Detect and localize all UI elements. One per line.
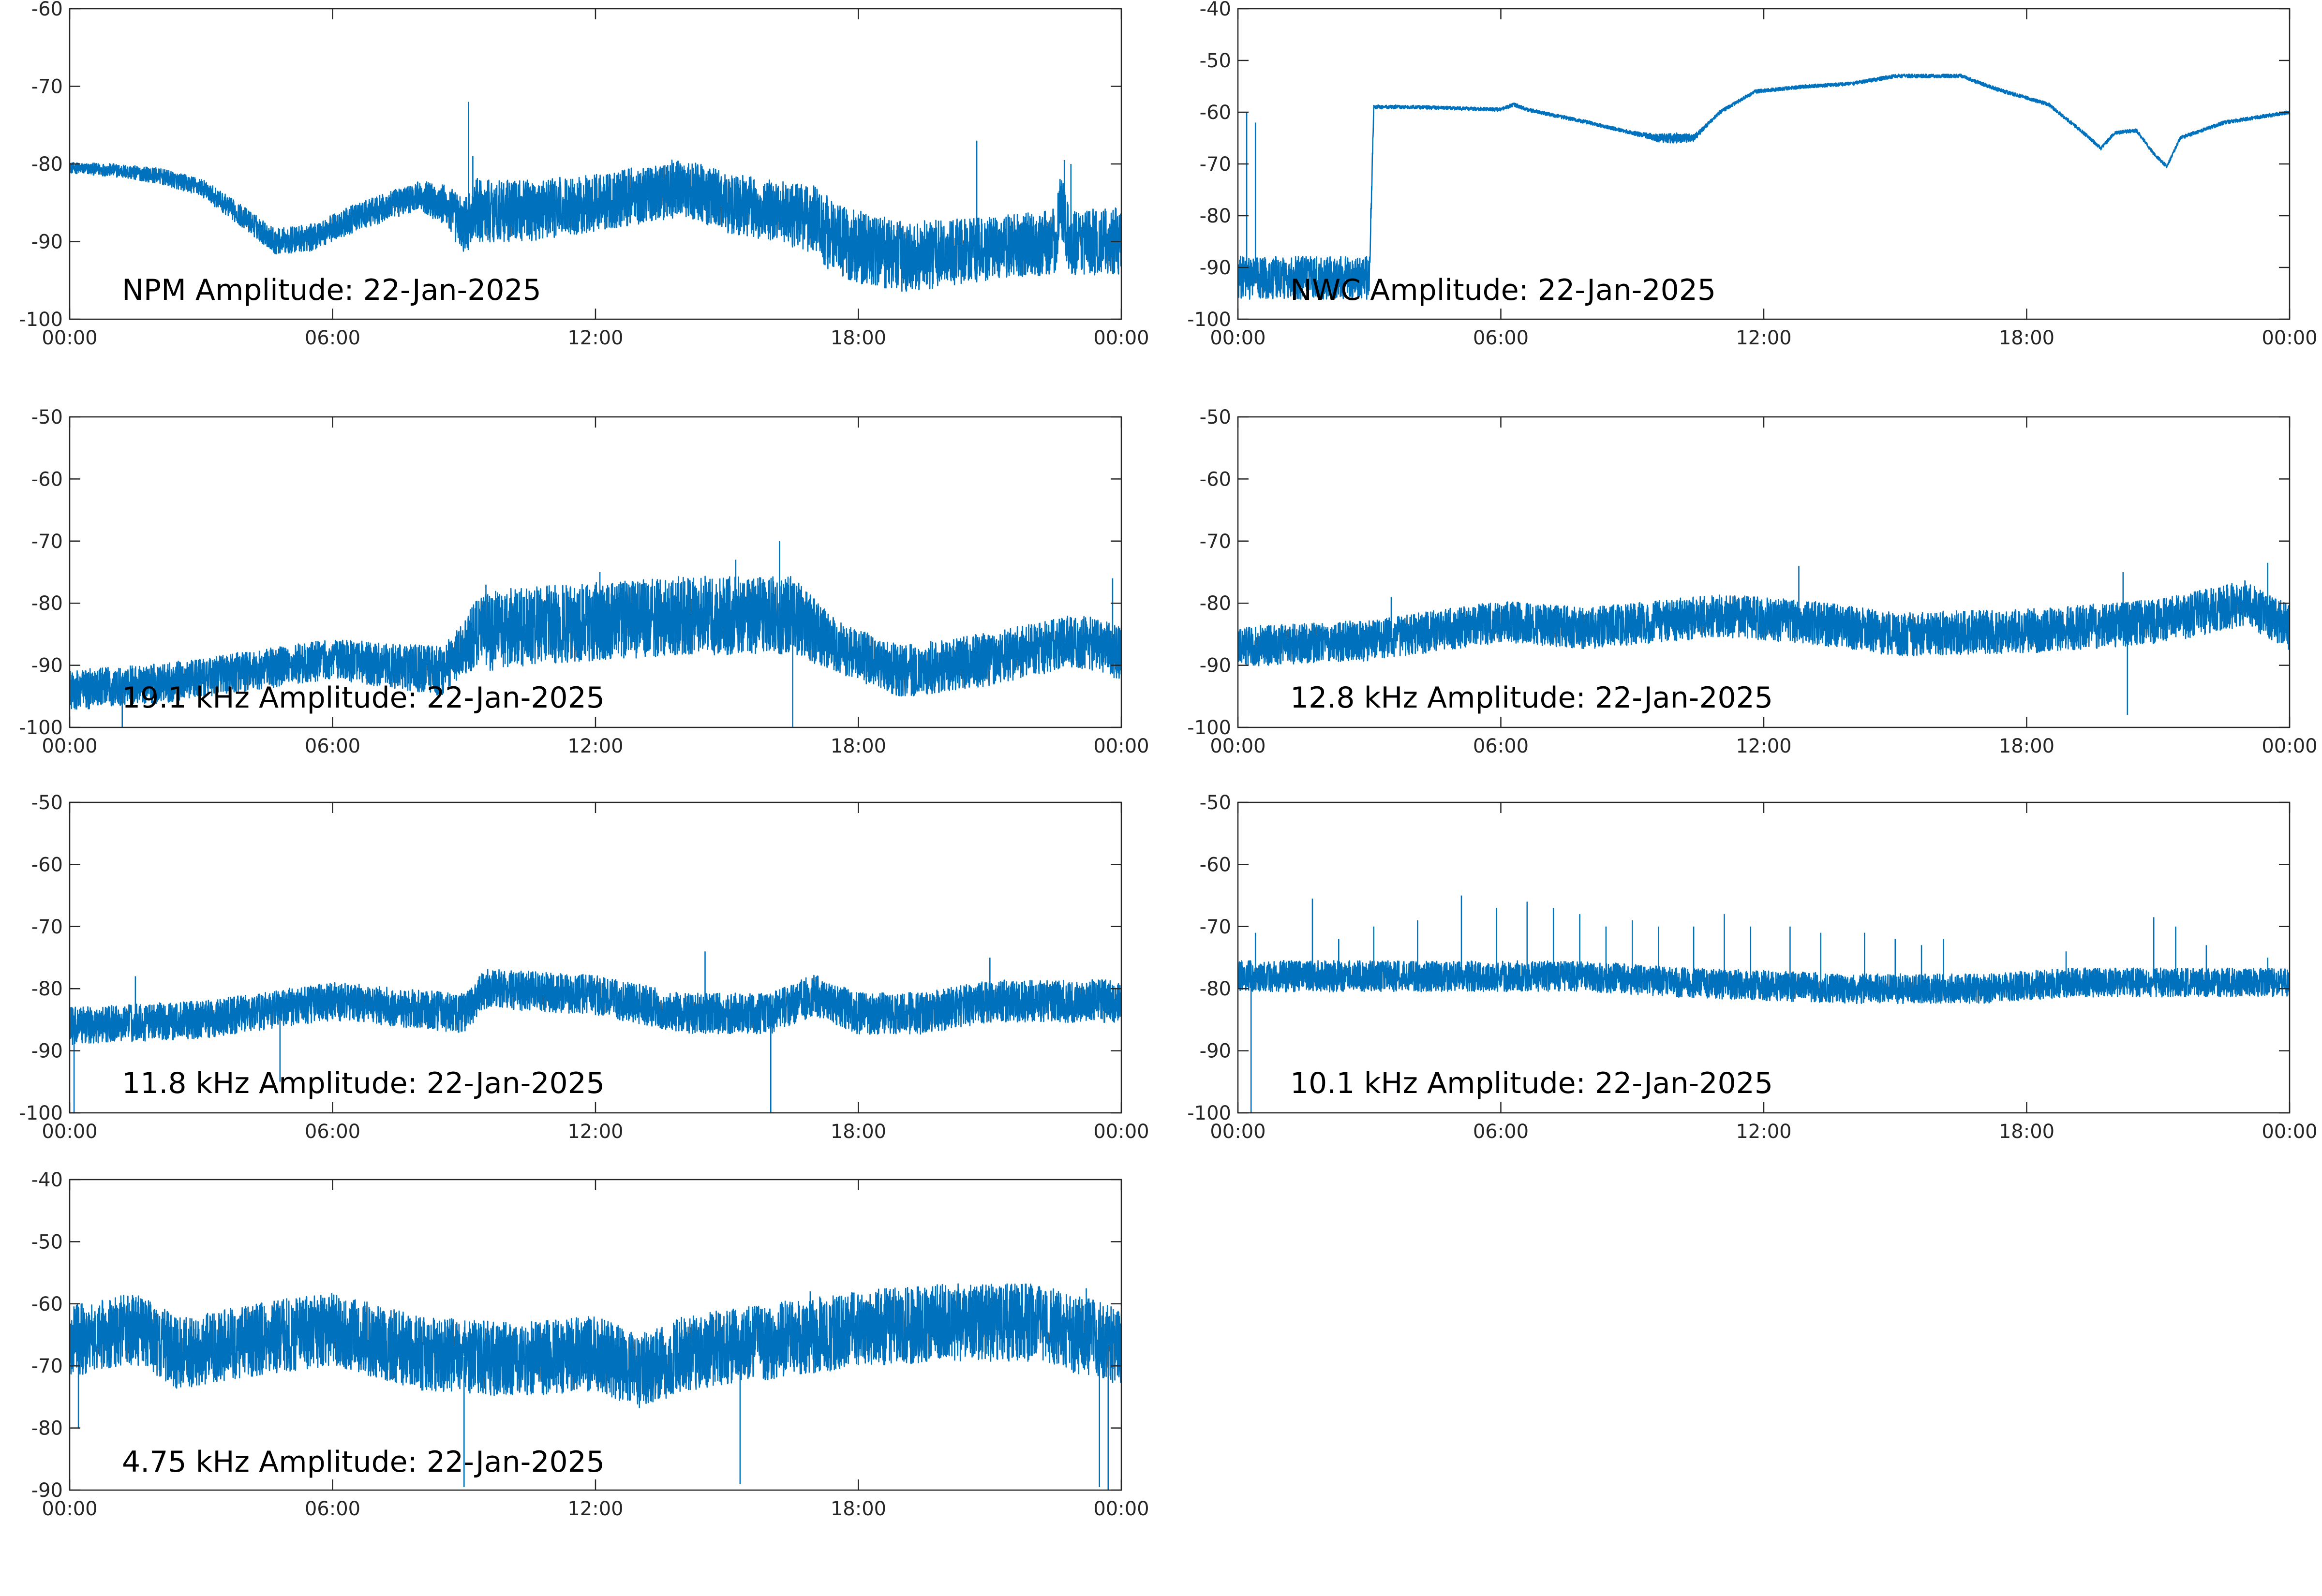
y-tick-label: -100 [1187, 1102, 1231, 1124]
x-tick-label: 00:00 [1093, 735, 1149, 757]
panel-10-1-khz-amplitude: 00:00 06:00 12:00 18:00 00:00-100-90-80-70-6… [1187, 792, 2317, 1143]
series-line [70, 541, 1121, 727]
x-tick-label: 06:00 [305, 327, 360, 349]
y-tick-label: -70 [31, 916, 63, 938]
y-tick-label: -70 [1200, 531, 1231, 553]
y-tick-label: -100 [1187, 309, 1231, 331]
x-tick-label: 06:00 [305, 1121, 360, 1143]
panel-12-8-khz-amplitude: 00:00 06:00 12:00 18:00 00:00-100-90-80-70-6… [1187, 406, 2317, 757]
panel-title: 12.8 kHz Amplitude: 22-Jan-2025 [1290, 681, 1773, 715]
x-tick-label: 00:00 [1210, 327, 1265, 349]
y-tick-label: -80 [31, 1418, 63, 1440]
y-tick-label: -90 [1200, 1040, 1231, 1063]
panel-title: 11.8 kHz Amplitude: 22-Jan-2025 [122, 1066, 605, 1100]
y-tick-label: -70 [1200, 916, 1231, 938]
x-tick-label: 12:00 [567, 1498, 623, 1520]
y-tick-label: -80 [1200, 592, 1231, 615]
y-tick-label: -70 [31, 1355, 63, 1377]
y-tick-label: -90 [1200, 257, 1231, 279]
series-line [1238, 895, 2290, 1113]
panel-title: 10.1 kHz Amplitude: 22-Jan-2025 [1290, 1066, 1773, 1100]
y-tick-label: -40 [31, 1169, 63, 1191]
y-tick-label: -90 [31, 1040, 63, 1063]
y-tick-label: -90 [31, 231, 63, 253]
x-tick-label: 00:00 [2262, 1121, 2317, 1143]
panel-npm-amplitude: 00:00 06:00 12:00 18:00 00:00-100-90-80-70-6… [19, 0, 1149, 349]
y-tick-label: -50 [1200, 50, 1231, 72]
y-tick-label: -60 [1200, 854, 1231, 876]
y-tick-label: -80 [31, 153, 63, 176]
y-tick-label: -60 [31, 0, 63, 20]
y-tick-label: -40 [1200, 0, 1231, 20]
y-tick-label: -50 [1200, 406, 1231, 429]
series-line [1238, 74, 2290, 300]
panel-4-75-khz-amplitude: 00:00 06:00 12:00 18:00 00:00-90-80-70-60-50… [31, 1169, 1149, 1520]
y-tick-label: -70 [31, 531, 63, 553]
x-tick-label: 00:00 [1210, 1121, 1265, 1143]
y-tick-label: -90 [31, 655, 63, 677]
y-tick-label: -100 [1187, 717, 1231, 739]
panel-title: NWC Amplitude: 22-Jan-2025 [1290, 273, 1716, 307]
x-tick-label: 06:00 [305, 735, 360, 757]
panel-title: 4.75 kHz Amplitude: 22-Jan-2025 [122, 1445, 605, 1479]
x-tick-label: 00:00 [1093, 1498, 1149, 1520]
x-tick-label: 00:00 [1093, 327, 1149, 349]
y-tick-label: -60 [31, 1293, 63, 1315]
x-tick-label: 00:00 [1093, 1121, 1149, 1143]
y-tick-label: -50 [31, 406, 63, 429]
y-tick-label: -60 [1200, 468, 1231, 490]
y-tick-label: -70 [1200, 153, 1231, 176]
x-tick-label: 06:00 [1473, 735, 1529, 757]
y-tick-label: -100 [19, 309, 63, 331]
y-tick-label: -50 [31, 792, 63, 814]
x-tick-label: 00:00 [42, 1121, 97, 1143]
y-tick-label: -60 [31, 854, 63, 876]
y-tick-label: -70 [31, 76, 63, 98]
x-tick-label: 18:00 [831, 327, 886, 349]
y-tick-label: -50 [31, 1231, 63, 1253]
series-line [70, 951, 1121, 1113]
panel-19-1-khz-amplitude: 00:00 06:00 12:00 18:00 00:00-100-90-80-70-6… [19, 406, 1149, 757]
y-tick-label: -80 [31, 978, 63, 1000]
y-tick-label: -60 [1200, 102, 1231, 124]
y-tick-label: -100 [19, 1102, 63, 1124]
panel-nwc-amplitude: 00:00 06:00 12:00 18:00 00:00-100-90-80-70-6… [1187, 0, 2317, 349]
x-tick-label: 00:00 [42, 327, 97, 349]
x-tick-label: 12:00 [567, 327, 623, 349]
x-tick-label: 00:00 [2262, 735, 2317, 757]
x-tick-label: 18:00 [831, 1498, 886, 1520]
panel-title: 19.1 kHz Amplitude: 22-Jan-2025 [122, 681, 605, 715]
x-tick-label: 12:00 [1736, 1121, 1791, 1143]
x-tick-label: 00:00 [42, 1498, 97, 1520]
panel-title: NPM Amplitude: 22-Jan-2025 [122, 273, 541, 307]
x-tick-label: 06:00 [1473, 327, 1529, 349]
x-tick-label: 18:00 [1999, 735, 2054, 757]
y-tick-label: -90 [1200, 655, 1231, 677]
x-tick-label: 12:00 [1736, 327, 1791, 349]
x-tick-label: 00:00 [1210, 735, 1265, 757]
series-line [70, 102, 1121, 292]
series-line [1238, 562, 2290, 715]
x-tick-label: 06:00 [305, 1498, 360, 1520]
x-tick-label: 18:00 [1999, 327, 2054, 349]
x-tick-label: 00:00 [2262, 327, 2317, 349]
series-line [70, 1283, 1121, 1490]
x-tick-label: 18:00 [1999, 1121, 2054, 1143]
x-tick-label: 12:00 [567, 735, 623, 757]
x-tick-label: 12:00 [567, 1121, 623, 1143]
x-tick-label: 12:00 [1736, 735, 1791, 757]
x-tick-label: 06:00 [1473, 1121, 1529, 1143]
x-tick-label: 00:00 [42, 735, 97, 757]
y-tick-label: -80 [31, 592, 63, 615]
y-tick-label: -80 [1200, 978, 1231, 1000]
x-tick-label: 18:00 [831, 735, 886, 757]
panel-11-8-khz-amplitude: 00:00 06:00 12:00 18:00 00:00-100-90-80-70-6… [19, 792, 1149, 1143]
y-tick-label: -50 [1200, 792, 1231, 814]
y-tick-label: -60 [31, 468, 63, 490]
y-tick-label: -100 [19, 717, 63, 739]
x-tick-label: 18:00 [831, 1121, 886, 1143]
y-tick-label: -80 [1200, 205, 1231, 227]
y-tick-label: -90 [31, 1479, 63, 1502]
